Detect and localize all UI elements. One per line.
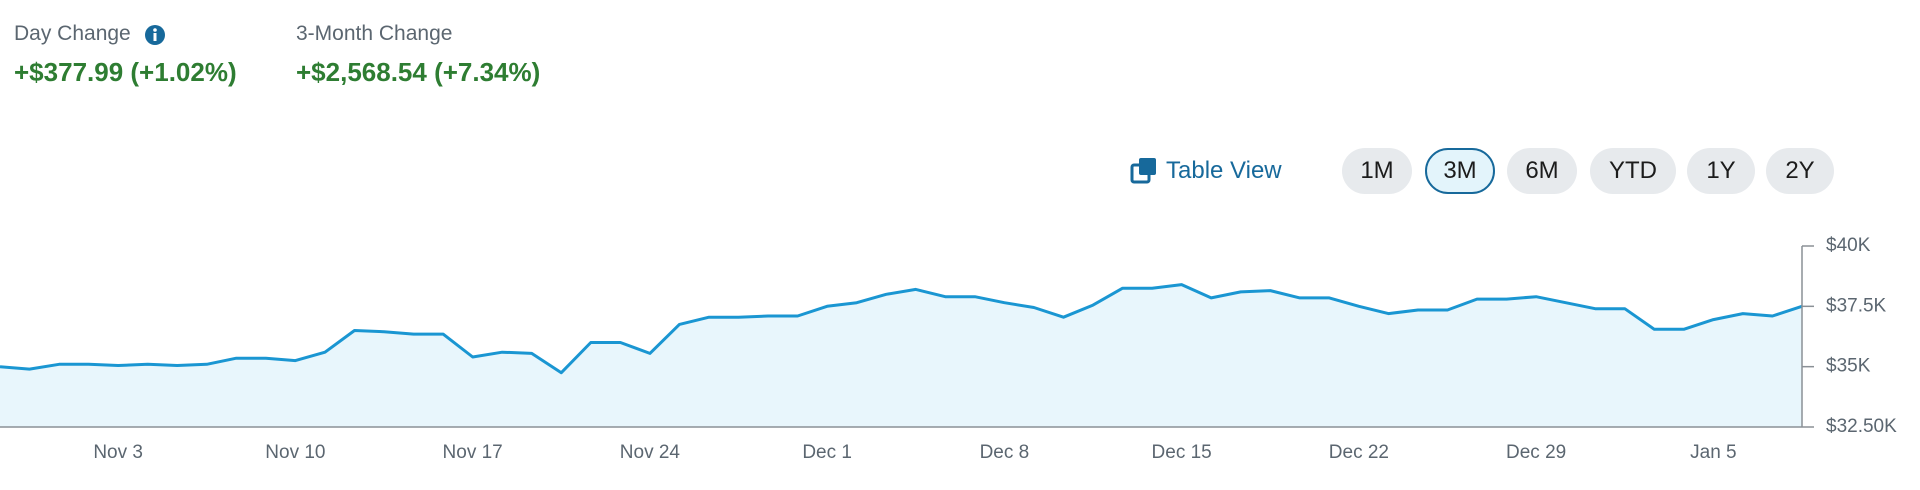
x-tick-label: Nov 10 bbox=[265, 442, 325, 463]
price-line bbox=[0, 283, 1803, 375]
table-view-icon bbox=[1130, 158, 1156, 184]
x-tick-label: Jan 5 bbox=[1690, 442, 1736, 463]
stat-label: Day Change bbox=[14, 22, 131, 45]
range-button[interactable]: YTD bbox=[1590, 148, 1676, 194]
y-tick-label: $32.50K bbox=[1826, 416, 1897, 437]
range-button[interactable]: 6M bbox=[1507, 148, 1577, 194]
x-tick-label: Dec 1 bbox=[802, 442, 852, 463]
info-icon[interactable] bbox=[144, 24, 166, 46]
y-tick-label: $35K bbox=[1826, 356, 1871, 377]
x-tick-label: Nov 3 bbox=[93, 442, 143, 463]
x-tick-label: Dec 29 bbox=[1506, 442, 1566, 463]
range-button[interactable]: 1M bbox=[1342, 148, 1412, 194]
x-tick-label: Nov 17 bbox=[443, 442, 503, 463]
range-button[interactable]: 3M bbox=[1425, 148, 1495, 194]
y-tick-label: $37.5K bbox=[1826, 295, 1887, 316]
range-button[interactable]: 1Y bbox=[1687, 148, 1755, 194]
y-tick-label: $40K bbox=[1826, 235, 1871, 256]
area-fill bbox=[0, 284, 1802, 427]
x-tick-label: Dec 8 bbox=[980, 442, 1030, 463]
x-tick-label: Nov 24 bbox=[620, 442, 681, 463]
stat-value: +$377.99 (+1.02%) bbox=[14, 57, 237, 87]
table-view-text: Table View bbox=[1166, 157, 1282, 184]
x-tick-label: Dec 22 bbox=[1329, 442, 1389, 463]
stat-value: +$2,568.54 (+7.34%) bbox=[296, 57, 541, 87]
stat-label: 3-Month Change bbox=[296, 22, 453, 45]
table-view-link[interactable]: Table View bbox=[1130, 156, 1282, 186]
range-button[interactable]: 2Y bbox=[1766, 148, 1834, 194]
x-tick-label: Dec 15 bbox=[1152, 442, 1212, 463]
